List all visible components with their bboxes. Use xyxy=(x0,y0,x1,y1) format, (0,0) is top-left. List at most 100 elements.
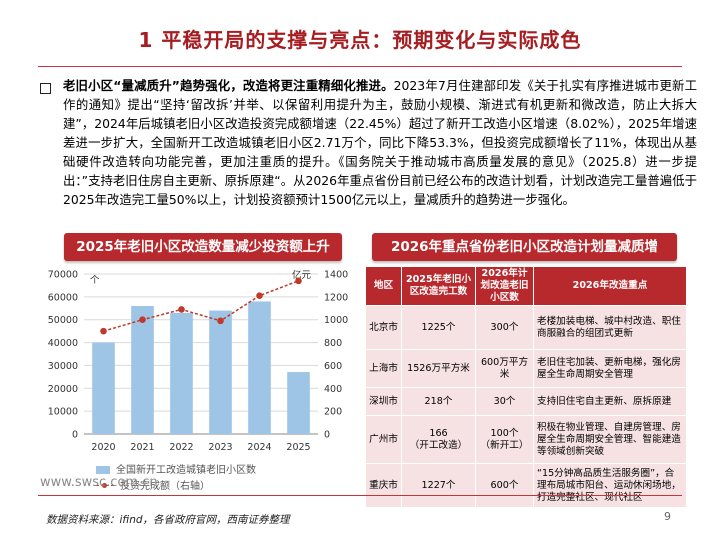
y-left-tick-label: 30000 xyxy=(48,361,78,372)
cell-text: 600万平方米 xyxy=(480,356,529,380)
cell-text: 100个 xyxy=(490,427,519,439)
cell-text: （开工改造） xyxy=(409,439,468,451)
cell-planned-2026: 100个 （新开工） xyxy=(475,415,534,464)
y-left-tick-label: 20000 xyxy=(48,384,78,395)
y-right-tick-label: 1200 xyxy=(324,292,348,303)
y-right-tick-label: 800 xyxy=(324,338,342,349)
table-row: 广州市 166 （开工改造） 100个 （新开工） 积极在物业管理、自建房管理、房屋全生命… xyxy=(365,415,687,464)
cell-text: 老旧住宅加装、更新电梯，强化房屋全生命周期安全管理 xyxy=(537,356,681,380)
investment-point-2022 xyxy=(178,306,185,313)
table-row: 重庆市 1227个 600个 “15分钟高品质生活服务圈”，合理布局城市阳台、运动休闲… xyxy=(365,463,687,508)
bullet-square-icon xyxy=(40,83,51,94)
x-tick-label: 2022 xyxy=(169,442,193,453)
investment-point-2024 xyxy=(256,292,263,300)
x-tick-label: 2024 xyxy=(247,442,271,453)
cell-text: “15分钟高品质生活服务圈”，合理布局城市阳台、运动休闲场地，打造完整社区、现代… xyxy=(537,467,681,503)
investment-line xyxy=(103,280,299,332)
legend-bar-label: 全国新开工改造城镇老旧小区数 xyxy=(116,465,256,476)
y-right-tick-label: 1400 xyxy=(324,270,348,281)
x-tick-label: 2023 xyxy=(208,442,232,453)
bar-2025 xyxy=(287,372,310,434)
header-2026-focus: 2026年改造重点 xyxy=(533,266,687,306)
investment-point-2020 xyxy=(100,327,107,335)
cell-region: 重庆市 xyxy=(365,463,402,508)
legend-line-label: 投资完成额（右轴） xyxy=(120,481,210,492)
y-right-tick-label: 200 xyxy=(324,407,342,418)
cell-region: 广州市 xyxy=(365,415,402,464)
y-right-tick-label: 0 xyxy=(324,430,330,441)
cell-planned-2026: 600万平方米 xyxy=(475,349,534,388)
table-row: 深圳市 218个 30个 支持旧住宅自主更新、原拆原建 xyxy=(365,387,687,416)
paragraph-text: 2023年7月住建部印发《关于扎实有序推进城市更新工作的通知》提出“坚持‘留改拆… xyxy=(63,78,697,207)
renovation-chart: 0 10000 20000 30000 40000 50000 60000 70000 0 200… xyxy=(48,269,348,453)
y-right-tick-label: 600 xyxy=(324,361,342,372)
cell-text: 1227个 xyxy=(421,479,456,491)
table-header-row: 地区 2025年老旧小区改造完工数 2026年计划改造老旧小区数 2026年改造… xyxy=(365,266,687,306)
x-tick-label: 2021 xyxy=(130,442,154,453)
cell-text: 600个 xyxy=(490,479,519,491)
cell-text: 老楼加装电梯、城中村改造、职住商服融合的组团式更新 xyxy=(537,315,681,339)
cell-text: 积极在物业管理、自建房管理、房屋全生命周期安全管理、智能建造等领域创新突破 xyxy=(537,421,681,457)
cell-focus-2026: “15分钟高品质生活服务圈”，合理布局城市阳台、运动休闲场地，打造完整社区、现代… xyxy=(533,463,687,508)
bar-2022 xyxy=(170,312,193,434)
cell-completed-2025: 1225个 xyxy=(401,305,476,350)
y-left-tick-label: 50000 xyxy=(48,315,78,326)
cell-region: 上海市 xyxy=(365,349,402,388)
table-banner: 2026年重点省份老旧小区改造计划量减质增 xyxy=(372,233,677,261)
page-number: 9 xyxy=(664,510,671,523)
y-left-tick-label: 60000 xyxy=(48,292,78,303)
table-row: 北京市 1225个 300个 老楼加装电梯、城中村改造、职住商服融合的组团式更新 xyxy=(365,305,687,350)
legend-line-series: 投资完成额（右轴） xyxy=(96,477,210,492)
cell-text: 300个 xyxy=(490,321,519,333)
bar-2024 xyxy=(248,301,271,434)
page-title: 1 平稳开局的支撑与亮点：预期变化与实际成色 xyxy=(138,28,582,52)
cell-focus-2026: 老楼加装电梯、城中村改造、职住商服融合的组团式更新 xyxy=(533,305,687,350)
y-left-tick-label: 0 xyxy=(72,430,78,441)
bar-2023 xyxy=(209,310,232,434)
x-tick-label: 2020 xyxy=(91,442,115,453)
table-row: 上海市 1526万平方米 600万平方米 老旧住宅加装、更新电梯，强化房屋全生命周期安… xyxy=(365,349,687,388)
cell-text: 重庆市 xyxy=(369,479,398,491)
bar-2021 xyxy=(131,306,154,434)
cell-text: 166 xyxy=(429,427,448,439)
y-left-unit: 个 xyxy=(90,275,100,286)
paragraph-bold-lead: 老旧小区“量减质升”趋势强化，改造将更注重精细化推进。 xyxy=(63,78,394,93)
cell-planned-2026: 30个 xyxy=(475,387,534,416)
y-left-tick-label: 10000 xyxy=(48,407,78,418)
legend-bar-swatch xyxy=(96,466,110,474)
cell-text: （新开工） xyxy=(480,439,529,451)
investment-point-2021 xyxy=(139,316,146,324)
cell-text: 218个 xyxy=(424,395,453,407)
header-2025-completed: 2025年老旧小区改造完工数 xyxy=(401,266,476,306)
renovation-plan-table: 地区 2025年老旧小区改造完工数 2026年计划改造老旧小区数 2026年改造… xyxy=(365,266,687,508)
cell-completed-2025: 218个 xyxy=(401,387,476,416)
header-region: 地区 xyxy=(365,266,402,306)
cell-planned-2026: 600个 xyxy=(475,463,534,508)
cell-completed-2025: 1227个 xyxy=(401,463,476,508)
investment-point-2023 xyxy=(217,317,224,325)
y-left-tick-label: 40000 xyxy=(48,338,78,349)
cell-text: 1225个 xyxy=(421,321,456,333)
data-source-note: 数据资料来源：ifind，各省政府官网，西南证券整理 xyxy=(46,514,290,526)
cell-text: 广州市 xyxy=(369,433,398,445)
cell-text: 深圳市 xyxy=(369,395,398,407)
y-right-tick-label: 400 xyxy=(324,384,342,395)
bar-2020 xyxy=(92,342,115,434)
cell-region: 深圳市 xyxy=(365,387,402,416)
summary-paragraph: 老旧小区“量减质升”趋势强化，改造将更注重精细化推进。2023年7月住建部印发《… xyxy=(63,76,697,209)
title-divider xyxy=(38,66,682,67)
cell-text: 上海市 xyxy=(369,362,398,374)
cell-text: 1526万平方米 xyxy=(407,362,470,374)
cell-focus-2026: 积极在物业管理、自建房管理、房屋全生命周期安全管理、智能建造等领域创新突破 xyxy=(533,415,687,464)
x-tick-label: 2025 xyxy=(286,442,310,453)
legend-line-swatch xyxy=(96,482,114,490)
cell-focus-2026: 老旧住宅加装、更新电梯，强化房屋全生命周期安全管理 xyxy=(533,349,687,388)
y-right-unit: 亿元 xyxy=(292,269,312,281)
y-left-tick-label: 70000 xyxy=(48,270,78,281)
footer-divider xyxy=(38,495,682,496)
cell-focus-2026: 支持旧住宅自主更新、原拆原建 xyxy=(533,387,687,416)
cell-completed-2025: 166 （开工改造） xyxy=(401,415,476,464)
cell-region: 北京市 xyxy=(365,305,402,350)
cell-text: 北京市 xyxy=(369,321,398,333)
website-url: www.swsc.com.cn xyxy=(40,475,158,490)
